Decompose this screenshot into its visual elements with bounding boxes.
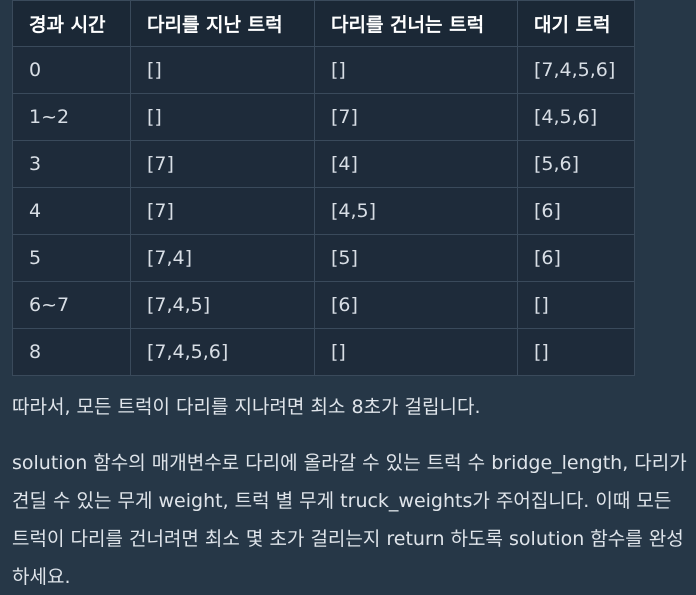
cell-crossing-trucks: [] [314,46,518,94]
cell-waiting-trucks: [6] [517,234,635,282]
cell-elapsed-time: 5 [12,234,131,282]
header-crossing-trucks: 다리를 건너는 트럭 [314,0,518,47]
table-header-row: 경과 시간 다리를 지난 트럭 다리를 건너는 트럭 대기 트럭 [12,0,635,47]
table-row: 6~7 [7,4,5] [6] [] [12,281,635,329]
cell-waiting-trucks: [] [517,281,635,329]
conclusion-text: 따라서, 모든 트럭이 다리를 지나려면 최소 8초가 걸립니다. [12,396,481,418]
cell-passed-trucks: [] [130,46,315,94]
cell-waiting-trucks: [4,5,6] [517,93,635,141]
table-row: 8 [7,4,5,6] [] [] [12,328,635,376]
header-waiting-trucks: 대기 트럭 [517,0,635,47]
cell-passed-trucks: [7,4,5,6] [130,328,315,376]
truck-timeline-table: 경과 시간 다리를 지난 트럭 다리를 건너는 트럭 대기 트럭 0 [] []… [12,0,635,376]
cell-waiting-trucks: [] [517,328,635,376]
cell-crossing-trucks: [] [314,328,518,376]
cell-elapsed-time: 0 [12,46,131,94]
cell-elapsed-time: 3 [12,140,131,188]
cell-waiting-trucks: [5,6] [517,140,635,188]
table-row: 3 [7] [4] [5,6] [12,140,635,188]
cell-elapsed-time: 6~7 [12,281,131,329]
table-row: 4 [7] [4,5] [6] [12,187,635,235]
cell-elapsed-time: 1~2 [12,93,131,141]
cell-passed-trucks: [7] [130,187,315,235]
function-description-text: solution 함수의 매개변수로 다리에 올라갈 수 있는 트럭 수 bri… [12,452,687,588]
table-row: 1~2 [] [7] [4,5,6] [12,93,635,141]
cell-passed-trucks: [] [130,93,315,141]
header-elapsed-time: 경과 시간 [12,0,131,47]
cell-elapsed-time: 4 [12,187,131,235]
cell-passed-trucks: [7] [130,140,315,188]
cell-passed-trucks: [7,4] [130,234,315,282]
cell-crossing-trucks: [4] [314,140,518,188]
cell-crossing-trucks: [4,5] [314,187,518,235]
cell-elapsed-time: 8 [12,328,131,376]
cell-crossing-trucks: [5] [314,234,518,282]
cell-crossing-trucks: [7] [314,93,518,141]
cell-waiting-trucks: [7,4,5,6] [517,46,635,94]
cell-crossing-trucks: [6] [314,281,518,329]
table-row: 5 [7,4] [5] [6] [12,234,635,282]
table-row: 0 [] [] [7,4,5,6] [12,46,635,94]
cell-passed-trucks: [7,4,5] [130,281,315,329]
cell-waiting-trucks: [6] [517,187,635,235]
header-passed-trucks: 다리를 지난 트럭 [130,0,315,47]
